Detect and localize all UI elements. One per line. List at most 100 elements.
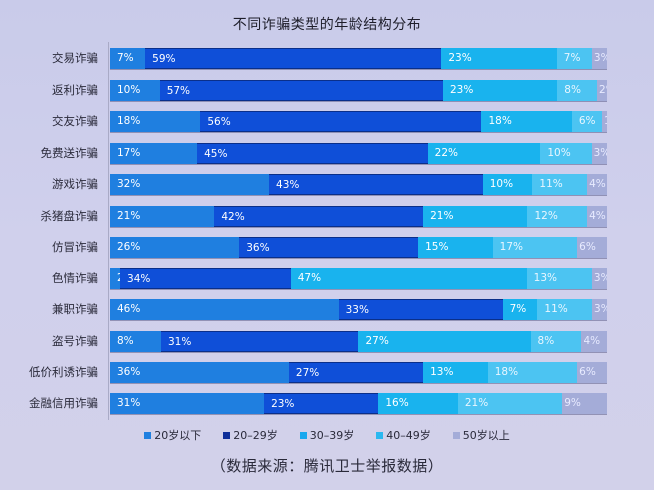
stacked-bar: 21% 42% 21% 12% 4% [110,206,607,227]
chart-title: 不同诈骗类型的年龄结构分布 [232,17,422,33]
category-label: 交友诈骗 [52,114,98,128]
legend-item: 30–39岁 [299,427,355,443]
bar-segment: 1% [601,111,607,132]
legend-label: 50岁以上 [462,429,510,442]
bar-row: 游戏诈骗 32% 43% 10% 11% 4% [0,174,654,195]
legend-item: 50岁以上 [452,427,510,443]
bar-segment: 7% [110,48,146,69]
bar-segment: 59% [145,48,442,69]
bar-row: 盗号诈骗 8% 31% 27% 8% 4% [0,331,654,352]
category-label: 杀猪盘诈骗 [40,209,99,223]
bar-segment: 57% [159,80,443,101]
bar-row: 低价利诱诈骗 36% 27% 13% 18% 6% [0,362,654,383]
category-label: 交易诈骗 [52,51,98,65]
bar-segment: 10% [540,143,592,164]
legend-item: 20–29岁 [223,427,278,443]
legend-swatch-icon [144,431,152,439]
legend-item: 40–49岁 [376,427,431,443]
bar-segment: 21% [423,206,528,227]
bar-segment: 4% [587,206,607,227]
bar-segment: 6% [571,111,602,132]
bar-segment: 12% [527,206,588,227]
bar-segment: 4% [581,331,607,352]
legend-label: 20–29岁 [233,429,278,442]
bar-segment: 33% [338,299,503,320]
bar-row: 仿冒诈骗 26% 36% 15% 17% 6% [0,237,654,258]
bar-segment: 17% [110,143,198,164]
bar-segment: 18% [481,111,572,132]
stacked-bar: 2%34%47%13%3% [110,268,607,289]
category-label: 游戏诈骗 [52,177,98,191]
bar-segment: 17% [492,237,578,258]
bar-segment: 42% [214,206,424,227]
bar-segment: 27% [288,362,424,383]
legend-swatch-icon [376,431,384,439]
bar-segment: 7% [502,299,538,320]
bar-segment: 23% [442,80,558,101]
bar-segment: 2% [597,80,607,101]
bar-segment: 23% [441,48,557,69]
bar-segment: 8% [557,80,598,101]
source-note: （数据来源：腾讯卫士举报数据） [210,457,444,475]
legend-item: 20岁以下 [144,427,201,443]
bar-segment: 2% [110,268,121,289]
bar-row: 色情诈骗 2%34%47%13%3% [0,268,654,289]
bar-segment: 9% [562,393,607,414]
legend-label: 30–39岁 [309,429,355,442]
bar-segment: 11% [532,174,588,195]
bar-segment: 4% [587,174,607,195]
category-label: 色情诈骗 [52,271,98,285]
stacked-bar: 17%45%22%10%3% [110,143,607,164]
stacked-bar: 8% 31% 27% 8% 4% [110,331,607,352]
bar-segment: 15% [418,237,493,258]
category-label: 盗号诈骗 [52,334,98,348]
bar-segment: 6% [577,362,607,383]
legend-swatch-icon [299,431,307,439]
stacked-bar: 46%33%7%11%3% [110,299,607,320]
bar-row: 金融信用诈骗 31% 23% 16% 21% 9% [0,393,654,414]
stacked-bar: 32% 43% 10% 11% 4% [110,174,607,195]
stacked-bar: 18%56%18%6%1% [110,111,607,132]
bar-segment: 16% [378,393,458,414]
legend-label: 20岁以下 [154,429,202,442]
bar-segment: 23% [264,393,379,414]
bar-segment: 13% [526,268,592,289]
bar-segment: 3% [592,299,607,320]
bar-segment: 13% [423,362,488,383]
bar-segment: 43% [269,174,483,195]
y-axis-line [108,42,109,420]
bar-segment: 3% [591,143,607,164]
bar-row: 返利诈骗 10%57%23%8%2% [0,80,654,101]
bar-segment: 6% [577,237,607,258]
category-label: 返利诈骗 [52,83,98,97]
bar-segment: 45% [197,143,428,164]
bar-segment: 27% [358,331,531,352]
bar-segment: 10% [110,80,160,101]
stacked-bar: 10%57%23%8%2% [110,80,607,101]
bar-segment: 3% [591,268,607,289]
bar-segment: 46% [110,299,339,320]
bar-segment: 18% [110,111,201,132]
stacked-bar: 36% 27% 13% 18% 6% [110,362,607,383]
bar-segment: 11% [537,299,593,320]
legend-swatch-icon [452,431,460,439]
stacked-bar: 31% 23% 16% 21% 9% [110,393,607,414]
bar-segment: 31% [110,393,265,414]
bar-segment: 31% [160,331,359,352]
category-label: 免费送诈骗 [40,146,99,160]
bar-segment: 3% [591,48,607,69]
bar-segment: 56% [200,111,482,132]
bar-segment: 22% [427,143,541,164]
category-label: 金融信用诈骗 [29,396,98,410]
bar-segment: 7% [556,48,592,69]
legend-label: 40–49岁 [386,429,431,442]
bar-row: 免费送诈骗 17%45%22%10%3% [0,143,654,164]
bar-segment: 8% [110,331,161,352]
category-label: 低价利诱诈骗 [29,365,98,379]
category-label: 兼职诈骗 [52,302,98,316]
bar-segment: 21% [457,393,563,414]
bar-row: 兼职诈骗 46%33%7%11%3% [0,299,654,320]
stacked-bar: 26% 36% 15% 17% 6% [110,237,607,258]
